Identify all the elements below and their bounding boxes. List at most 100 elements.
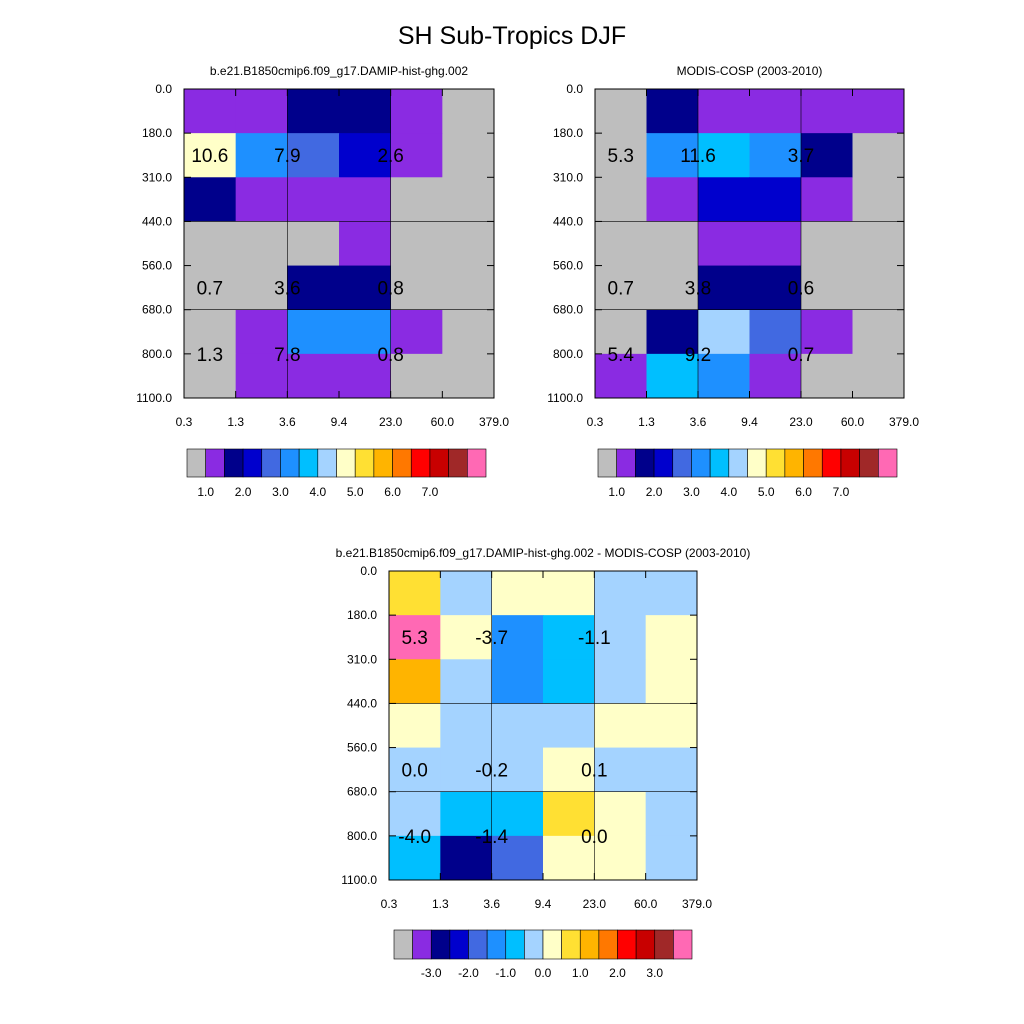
x-tick-label: 1.3 — [638, 415, 655, 429]
heatmap-cell — [852, 353, 905, 399]
colorbar-label: 2.0 — [609, 966, 626, 980]
colorbar-swatch — [224, 448, 244, 478]
colorbar-label: -1.0 — [495, 966, 516, 980]
panel-1: b.e21.B1850cmip6.f09_g17.DAMIP-hist-ghg.… — [136, 64, 509, 499]
y-tick-label: 680.0 — [347, 785, 377, 799]
x-tick-label: 23.0 — [789, 415, 813, 429]
panel-title: MODIS-COSP (2003-2010) — [677, 64, 823, 78]
block-value-label: 9.2 — [685, 345, 711, 366]
heatmap-cell — [594, 791, 647, 837]
colorbar-swatch — [728, 448, 748, 478]
heatmap-cell — [852, 177, 905, 222]
heatmap-cell — [184, 309, 237, 355]
y-tick-label: 440.0 — [347, 696, 377, 710]
heatmap-cell — [698, 265, 750, 311]
colorbar-swatch — [468, 929, 488, 960]
y-tick-label: 0.0 — [155, 82, 172, 96]
colorbar-label: 2.0 — [646, 485, 663, 499]
colorbar-label: 3.0 — [683, 485, 700, 499]
heatmap-cell — [543, 703, 595, 749]
colorbar-swatch — [542, 929, 562, 960]
block-value-label: 7.9 — [274, 146, 300, 167]
colorbar-swatch — [354, 448, 375, 478]
heatmap-cell — [491, 703, 544, 749]
colorbar-swatch — [505, 929, 525, 960]
colorbar-label: -2.0 — [458, 966, 479, 980]
block-value-label: -4.0 — [398, 827, 431, 848]
block-value-label: 5.4 — [608, 345, 635, 366]
heatmap-cell — [235, 353, 288, 399]
colorbar-swatch — [412, 929, 432, 960]
colorbar-label: 2.0 — [235, 485, 252, 499]
colorbar-label: 7.0 — [422, 485, 439, 499]
heatmap-cell — [440, 747, 493, 793]
heatmap-cell — [595, 133, 647, 178]
y-tick-label: 560.0 — [142, 259, 172, 273]
block-value-label: 11.6 — [680, 146, 716, 167]
heatmap-cell — [491, 615, 544, 660]
heatmap-cell — [852, 133, 905, 178]
colorbar-swatch — [486, 929, 507, 960]
heatmap-cell — [390, 265, 443, 311]
heatmap-cell — [235, 177, 288, 222]
y-tick-label: 310.0 — [553, 170, 583, 184]
colorbar-label: 4.0 — [309, 485, 326, 499]
heatmap-cell — [235, 221, 288, 267]
x-tick-label: 23.0 — [379, 415, 403, 429]
heatmap-cell — [594, 615, 647, 660]
heatmap-cell — [852, 265, 905, 311]
block-value-label: 5.3 — [401, 628, 427, 649]
heatmap-cell — [390, 353, 443, 399]
heatmap-cell — [801, 309, 853, 355]
colorbar-swatch — [524, 929, 544, 960]
y-tick-label: 0.0 — [360, 564, 377, 578]
colorbar-swatch — [242, 448, 263, 478]
colorbar-swatch — [392, 448, 412, 478]
panel-3: b.e21.B1850cmip6.f09_g17.DAMIP-hist-ghg.… — [336, 546, 751, 980]
heatmap-cell — [184, 221, 237, 267]
x-tick-label: 379.0 — [479, 415, 509, 429]
colorbar-swatch — [410, 448, 431, 478]
colorbar-label: 3.0 — [272, 485, 289, 499]
heatmap-cell — [491, 747, 544, 793]
heatmap-cell — [749, 221, 802, 267]
colorbar-swatch — [709, 448, 730, 478]
heatmap-cell — [442, 133, 495, 178]
block-value-label: 0.8 — [377, 279, 403, 300]
colorbar: -3.0 -2.0 -1.0 0.0 1.0 2.0 3.0 — [393, 929, 693, 980]
y-tick-label: 800.0 — [553, 347, 583, 361]
block-value-label: -0.2 — [475, 761, 508, 782]
block-value-label: 0.8 — [377, 345, 403, 366]
heatmap-cell — [184, 177, 237, 222]
heatmap-cell — [543, 835, 595, 881]
heatmap-cell — [287, 89, 340, 134]
y-tick-label: 800.0 — [142, 347, 172, 361]
heatmap-cell — [339, 89, 392, 134]
block-value-label: 0.7 — [788, 345, 814, 366]
heatmap-cell — [594, 571, 647, 616]
colorbar-label: 1.0 — [608, 485, 625, 499]
block-value-label: 3.8 — [685, 279, 711, 300]
colorbar-swatch — [373, 448, 393, 478]
colorbar-swatch — [561, 929, 581, 960]
colorbar-swatch — [430, 929, 451, 960]
colorbar: 1.0 2.0 3.0 4.0 5.0 6.0 7.0 — [186, 448, 487, 499]
x-tick-label: 3.6 — [690, 415, 707, 429]
block-value-label: 0.0 — [581, 827, 607, 848]
heatmap-cell — [389, 659, 441, 704]
x-tick-label: 0.3 — [381, 897, 398, 911]
heatmap-cell — [491, 659, 544, 704]
colorbar-swatch — [654, 929, 674, 960]
heatmap-cell — [390, 177, 443, 222]
heatmap-cell — [339, 221, 392, 267]
heatmap-cell — [442, 353, 495, 399]
heatmap-cell — [287, 265, 340, 311]
block-value-label: 5.3 — [608, 146, 634, 167]
heatmap-cell — [749, 133, 802, 178]
colorbar-swatch — [878, 448, 898, 478]
x-tick-label: 60.0 — [634, 897, 658, 911]
panel-2: MODIS-COSP (2003-2010) 0.3 1.3 3.6 9.4 23.0 60… — [547, 64, 919, 499]
heatmap-cell — [645, 703, 698, 749]
heatmap-cell — [749, 353, 802, 399]
y-tick-label: 0.0 — [566, 82, 583, 96]
